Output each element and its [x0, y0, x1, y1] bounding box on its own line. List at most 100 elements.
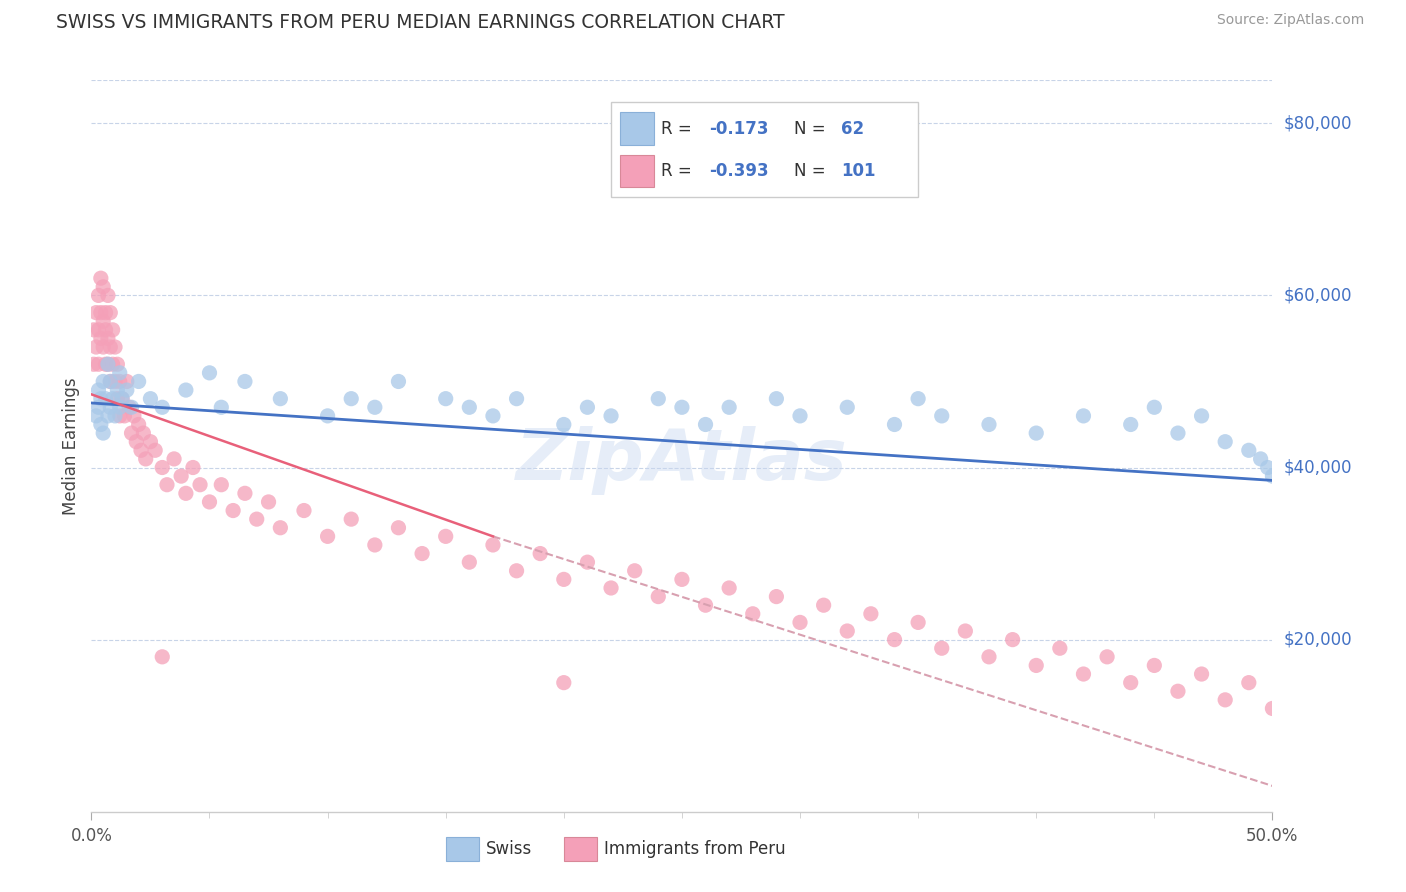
Text: N =: N =: [794, 162, 831, 180]
Text: R =: R =: [661, 162, 696, 180]
Point: [139, 434, 162, 449]
Point: [1237, 675, 1260, 690]
Point: [907, 392, 929, 406]
Point: [671, 573, 693, 587]
Point: [122, 409, 145, 423]
Point: [97, 331, 120, 345]
FancyBboxPatch shape: [612, 103, 918, 197]
Point: [84, 409, 107, 423]
Point: [233, 375, 256, 389]
Point: [529, 547, 551, 561]
Point: [94, 392, 117, 406]
Y-axis label: Median Earnings: Median Earnings: [62, 377, 80, 515]
Point: [198, 495, 221, 509]
Point: [91, 340, 114, 354]
Point: [340, 512, 363, 526]
Point: [340, 392, 363, 406]
Text: Swiss: Swiss: [486, 840, 531, 858]
Point: [695, 598, 717, 612]
Point: [139, 392, 162, 406]
Point: [859, 125, 882, 139]
Point: [143, 443, 166, 458]
Point: [505, 564, 527, 578]
Point: [83, 357, 105, 371]
Point: [1073, 409, 1095, 423]
Point: [553, 417, 575, 432]
Point: [1073, 667, 1095, 681]
Text: $20,000: $20,000: [1284, 631, 1353, 648]
Text: -0.173: -0.173: [709, 120, 769, 137]
Point: [104, 375, 127, 389]
Point: [97, 288, 120, 302]
FancyBboxPatch shape: [620, 112, 654, 145]
Text: SWISS VS IMMIGRANTS FROM PERU MEDIAN EARNINGS CORRELATION CHART: SWISS VS IMMIGRANTS FROM PERU MEDIAN EAR…: [56, 13, 785, 32]
Text: R =: R =: [661, 120, 696, 137]
Point: [837, 624, 859, 638]
Point: [83, 323, 105, 337]
Point: [458, 555, 481, 569]
Point: [741, 607, 763, 621]
Point: [87, 323, 110, 337]
Point: [837, 401, 859, 415]
Point: [1191, 667, 1213, 681]
Text: $40,000: $40,000: [1284, 458, 1353, 476]
Point: [1191, 409, 1213, 423]
Point: [150, 401, 173, 415]
Point: [789, 409, 811, 423]
Point: [129, 443, 152, 458]
Point: [156, 477, 179, 491]
Point: [115, 375, 138, 389]
Point: [907, 615, 929, 630]
Point: [576, 401, 599, 415]
Text: $80,000: $80,000: [1284, 114, 1353, 132]
Point: [931, 409, 953, 423]
Point: [505, 392, 527, 406]
Point: [1257, 460, 1279, 475]
Point: [1213, 693, 1236, 707]
Point: [150, 649, 173, 664]
Point: [269, 392, 291, 406]
Point: [623, 564, 645, 578]
Point: [87, 383, 110, 397]
Point: [121, 401, 143, 415]
Point: [84, 305, 107, 319]
Point: [434, 529, 457, 543]
Text: ZipAtlas: ZipAtlas: [516, 426, 848, 495]
Point: [128, 375, 150, 389]
Point: [98, 375, 121, 389]
Point: [671, 401, 693, 415]
Point: [105, 392, 128, 406]
Point: [98, 401, 121, 415]
Point: [977, 649, 1000, 664]
Point: [90, 417, 112, 432]
Point: [859, 607, 882, 621]
Point: [87, 288, 110, 302]
Point: [114, 409, 136, 423]
Point: [1119, 417, 1142, 432]
Point: [1250, 451, 1272, 466]
Point: [1237, 443, 1260, 458]
Point: [108, 375, 131, 389]
Point: [111, 392, 134, 406]
Point: [600, 409, 623, 423]
Point: [600, 581, 623, 595]
Point: [150, 460, 173, 475]
Point: [257, 495, 280, 509]
Point: [135, 451, 157, 466]
Point: [222, 503, 245, 517]
Point: [364, 538, 387, 552]
Point: [128, 417, 150, 432]
Point: [84, 340, 107, 354]
Point: [118, 401, 141, 415]
Point: [695, 417, 717, 432]
Point: [434, 392, 457, 406]
Point: [977, 417, 1000, 432]
Point: [1167, 426, 1189, 441]
Point: [789, 615, 811, 630]
Point: [132, 426, 155, 441]
Bar: [446, 838, 479, 861]
Point: [91, 375, 114, 389]
Point: [90, 331, 112, 345]
Point: [108, 401, 131, 415]
Point: [121, 426, 143, 441]
